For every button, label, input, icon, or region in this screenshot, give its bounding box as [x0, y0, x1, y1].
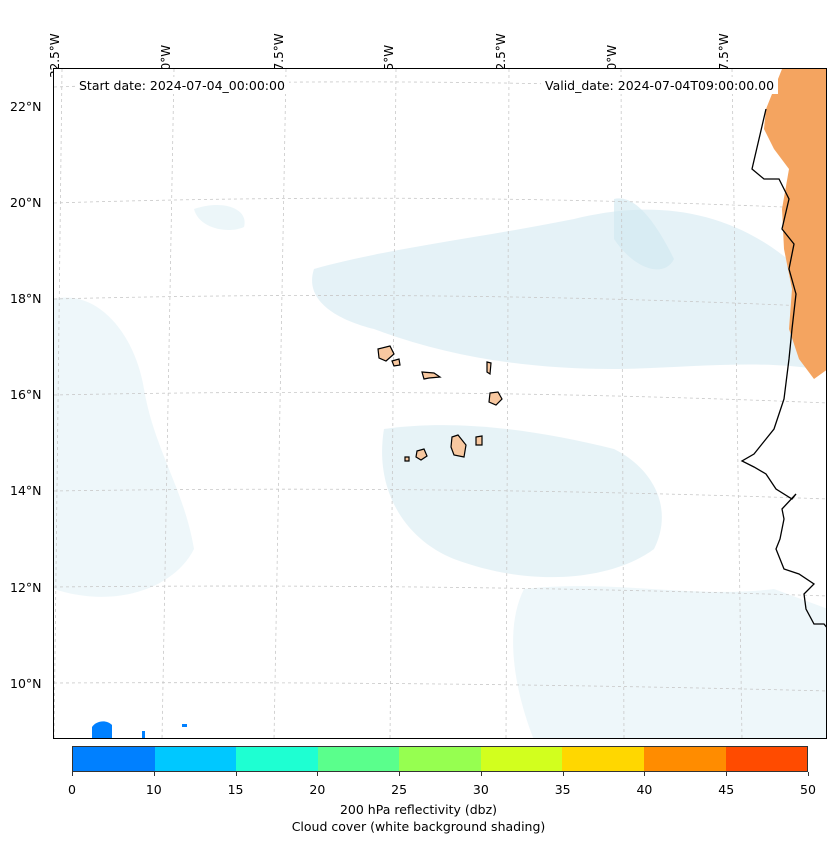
- valid-date-label: Valid_date: 2024-07-04T09:00:00.00: [541, 77, 779, 94]
- colorbar-tick-label: 35: [554, 782, 571, 797]
- colorbar-tick-mark: [644, 772, 646, 776]
- start-date-label: Start date: 2024-07-04_00:00:00: [75, 77, 289, 94]
- colorbar-segment: [643, 747, 726, 771]
- reflectivity-cell-small: [142, 731, 145, 738]
- reflectivity-cell-sw: [92, 721, 112, 738]
- colorbar-tick-mark: [808, 772, 809, 776]
- cloud-patch-nw: [194, 205, 245, 230]
- island-sao-vicente: [391, 358, 401, 367]
- colorbar-segment: [562, 747, 644, 771]
- colorbar-tick-mark: [480, 772, 482, 776]
- colorbar-tick-label: 50: [800, 782, 816, 797]
- colorbar-tick-label: 0: [68, 782, 76, 797]
- colorbar-tick-label: 20: [309, 782, 326, 797]
- latitude-label: 14°N: [10, 483, 42, 498]
- colorbar-segment: [154, 747, 237, 771]
- colorbar-tick-label: 25: [391, 782, 408, 797]
- island-santo-antao: [377, 345, 395, 362]
- latitude-label: 16°N: [10, 387, 42, 402]
- island-sao-nicolau: [421, 371, 442, 380]
- island-boa-vista: [488, 391, 503, 406]
- colorbar-tick-mark: [72, 772, 73, 776]
- colorbar-tick-label: 15: [227, 782, 244, 797]
- island-fogo: [415, 448, 428, 461]
- latitude-label: 20°N: [10, 195, 42, 210]
- colorbar-segment: [73, 747, 155, 771]
- colorbar-tick-mark: [317, 772, 319, 776]
- colorbar-tick-mark: [399, 772, 401, 776]
- colorbar-label: 200 hPa reflectivity (dbz): [339, 802, 498, 817]
- map-panel: [53, 68, 827, 739]
- colorbar-tick-label: 10: [145, 782, 162, 797]
- colorbar-segment: [236, 747, 318, 771]
- colorbar-segment: [725, 747, 808, 771]
- latitude-label: 22°N: [10, 99, 42, 114]
- cloud-band-south: [513, 586, 826, 738]
- cape-verde-islands: [377, 345, 503, 462]
- colorbar-sublabel: Cloud cover (white background shading): [291, 819, 546, 834]
- colorbar-tick-mark: [562, 772, 564, 776]
- colorbar-tick-label: 30: [472, 782, 489, 797]
- africa-landmass: [764, 69, 826, 379]
- colorbar-segment: [480, 747, 563, 771]
- latitude-label: 12°N: [10, 580, 42, 595]
- map-canvas: [54, 69, 826, 738]
- colorbar-tick-label: 40: [636, 782, 653, 797]
- island-brava: [404, 456, 410, 462]
- colorbar-tick-mark: [726, 772, 728, 776]
- cloud-band-north: [312, 209, 814, 369]
- colorbar-segment: [317, 747, 400, 771]
- reflectivity-blobs: [92, 721, 187, 738]
- colorbar: [72, 746, 808, 772]
- latitude-label: 18°N: [10, 291, 42, 306]
- latitude-label: 10°N: [10, 676, 42, 691]
- reflectivity-cell-tiny: [182, 724, 187, 727]
- cloud-cover: [54, 198, 826, 738]
- colorbar-tick-mark: [153, 772, 155, 776]
- cloud-patch-east: [614, 198, 674, 270]
- island-sal: [486, 361, 492, 376]
- colorbar-tick-label: 45: [718, 782, 735, 797]
- cloud-band-central: [382, 425, 662, 578]
- colorbar-tick-mark: [235, 772, 237, 776]
- cloud-band-west: [54, 297, 194, 597]
- colorbar-segment: [399, 747, 481, 771]
- island-maio: [475, 435, 483, 446]
- africa-coastline: [740, 108, 826, 628]
- island-santiago: [450, 434, 467, 458]
